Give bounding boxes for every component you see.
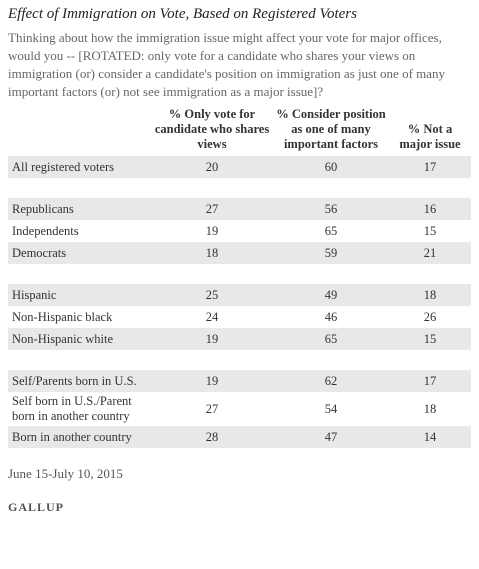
row-label: Self/Parents born in U.S. bbox=[8, 370, 151, 392]
results-table: % Only vote for candidate who shares vie… bbox=[8, 107, 471, 448]
cell-value: 27 bbox=[205, 401, 219, 416]
cell-value: 18 bbox=[389, 284, 471, 306]
row-label: Independents bbox=[12, 223, 79, 238]
cell-value: 19 bbox=[151, 370, 273, 392]
cell-value: 17 bbox=[389, 370, 471, 392]
spacer-cell bbox=[8, 178, 151, 198]
row-label: Self born in U.S./Parent born in another… bbox=[12, 394, 132, 423]
cell-value: 59 bbox=[273, 242, 389, 264]
cell-value: 49 bbox=[273, 284, 389, 306]
page: Effect of Immigration on Vote, Based on … bbox=[8, 6, 471, 514]
data-row: Hispanic 25 49 18 bbox=[8, 284, 471, 306]
cell-value: 62 bbox=[273, 370, 389, 392]
row-label: Hispanic bbox=[8, 284, 151, 306]
spacer-cell bbox=[389, 350, 471, 370]
spacer-cell bbox=[151, 178, 273, 198]
row-label: Non-Hispanic white bbox=[8, 328, 151, 350]
spacer-cell bbox=[389, 178, 471, 198]
cell-value: 15 bbox=[423, 223, 437, 238]
spacer-row bbox=[8, 264, 471, 284]
cell-value: 25 bbox=[151, 284, 273, 306]
row-label: Republicans bbox=[8, 198, 151, 220]
data-row: Republicans 27 56 16 bbox=[8, 198, 471, 220]
cell-value: 28 bbox=[151, 426, 273, 448]
spacer-cell bbox=[389, 264, 471, 284]
cell-value: 18 bbox=[423, 401, 437, 416]
data-row: Self/Parents born in U.S. 19 62 17 bbox=[8, 370, 471, 392]
cell-value: 56 bbox=[273, 198, 389, 220]
data-row: Democrats 18 59 21 bbox=[8, 242, 471, 264]
question: Thinking about how the immigration issue… bbox=[8, 30, 446, 99]
data-row: Non-Hispanic black 24 46 26 bbox=[8, 306, 471, 328]
cell-value: 65 bbox=[273, 328, 389, 350]
cell-value: 46 bbox=[324, 309, 338, 324]
cell-value: 15 bbox=[389, 328, 471, 350]
cell-value: 18 bbox=[151, 242, 273, 264]
row-label: Democrats bbox=[8, 242, 151, 264]
data-row: Non-Hispanic white 19 65 15 bbox=[8, 328, 471, 350]
spacer-cell bbox=[151, 264, 273, 284]
cell-value: 19 bbox=[205, 223, 219, 238]
cell-value: 14 bbox=[389, 426, 471, 448]
date: June 15-July 10, 2015 bbox=[8, 466, 123, 481]
data-row: All registered voters 20 60 17 bbox=[8, 156, 471, 178]
spacer-row bbox=[8, 350, 471, 370]
cell-value: 65 bbox=[324, 223, 338, 238]
row-label: All registered voters bbox=[8, 156, 151, 178]
data-row: Independents 19 65 15 bbox=[8, 220, 471, 242]
spacer-cell bbox=[273, 264, 389, 284]
cell-value: 17 bbox=[389, 156, 471, 178]
cell-value: 21 bbox=[389, 242, 471, 264]
spacer-row bbox=[8, 178, 471, 198]
cell-value: 19 bbox=[151, 328, 273, 350]
column-header: % Not a major issue bbox=[399, 122, 461, 151]
header-row: % Only vote for candidate who shares vie… bbox=[8, 107, 471, 156]
data-row: Born in another country 28 47 14 bbox=[8, 426, 471, 448]
spacer-cell bbox=[151, 350, 273, 370]
cell-value: 47 bbox=[273, 426, 389, 448]
cell-value: 27 bbox=[151, 198, 273, 220]
cell-value: 24 bbox=[205, 309, 219, 324]
spacer-cell bbox=[8, 350, 151, 370]
spacer-cell bbox=[273, 178, 389, 198]
cell-value: 26 bbox=[423, 309, 437, 324]
logo: GALLUP bbox=[8, 500, 65, 514]
column-header: % Only vote for candidate who shares vie… bbox=[154, 107, 270, 151]
data-row: Self born in U.S./Parent born in another… bbox=[8, 392, 471, 426]
cell-value: 60 bbox=[273, 156, 389, 178]
cell-value: 20 bbox=[151, 156, 273, 178]
cell-value: 54 bbox=[324, 401, 338, 416]
column-header: % Consider position as one of many impor… bbox=[276, 107, 386, 151]
row-label: Non-Hispanic black bbox=[12, 309, 113, 324]
title: Effect of Immigration on Vote, Based on … bbox=[8, 6, 357, 22]
cell-value: 16 bbox=[389, 198, 471, 220]
spacer-cell bbox=[8, 264, 151, 284]
spacer-cell bbox=[273, 350, 389, 370]
row-label: Born in another country bbox=[8, 426, 151, 448]
